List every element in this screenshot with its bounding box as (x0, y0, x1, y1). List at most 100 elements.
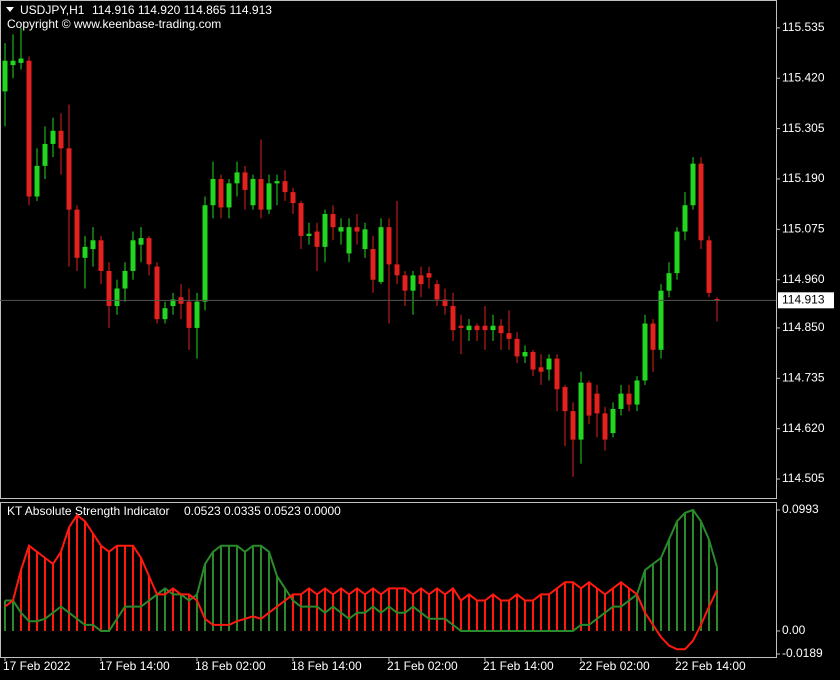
price-panel-frame (0, 0, 777, 499)
y-tick-label: 114.505 (782, 471, 825, 485)
candle-body (474, 325, 480, 331)
candle-body (514, 338, 520, 357)
y-tick-label: 115.420 (782, 70, 825, 84)
histogram-bar (164, 588, 166, 631)
candle-body (58, 130, 64, 149)
x-tick-label: 21 Feb 14:00 (483, 659, 554, 673)
indicator-title: KT Absolute Strength Indicator (7, 504, 170, 518)
y-tick-label: 114.850 (782, 320, 825, 334)
histogram-bar (436, 588, 438, 631)
candle-body (170, 299, 176, 307)
histogram-bar (316, 594, 318, 631)
candle-body (434, 284, 440, 300)
candle-body (346, 227, 352, 254)
histogram-bar (268, 551, 270, 631)
candle-body (586, 382, 592, 416)
histogram-bar (340, 588, 342, 631)
candle-body (34, 165, 40, 197)
histogram-bar (212, 551, 214, 631)
histogram-bar (228, 545, 230, 631)
candle-body (162, 308, 168, 320)
histogram-bar (676, 521, 678, 631)
candle-body (194, 301, 200, 328)
x-tick-label: 18 Feb 14:00 (291, 659, 362, 673)
histogram-bar (284, 588, 286, 631)
candle-body (370, 249, 376, 280)
candle-body (410, 275, 416, 291)
candle-body (322, 214, 328, 247)
histogram-bar (172, 588, 174, 631)
histogram-bar (444, 594, 446, 631)
candle-body (138, 238, 144, 245)
histogram-bar (420, 588, 422, 631)
candle-body (146, 238, 152, 265)
y-tick-label: 0.00 (782, 623, 806, 637)
histogram-bar (628, 588, 630, 631)
copyright: Copyright © www.keenbase-trading.com (7, 17, 221, 31)
candle-body (50, 130, 56, 144)
candle-body (642, 323, 648, 381)
candle-body (602, 413, 608, 440)
candle-body (538, 367, 544, 372)
histogram-bar (700, 521, 702, 631)
candle-body (210, 178, 216, 206)
histogram-bar (500, 600, 502, 631)
candle-body (418, 275, 424, 285)
candle-body (594, 393, 600, 414)
histogram-bar (108, 551, 110, 631)
histogram-bar (652, 563, 654, 631)
candle-body (706, 240, 712, 293)
histogram-bar (116, 545, 118, 631)
x-tick-label: 17 Feb 14:00 (99, 659, 170, 673)
histogram-bar (660, 557, 662, 631)
histogram-bar (548, 594, 550, 631)
histogram-bar (44, 557, 46, 631)
histogram-bar (332, 594, 334, 631)
histogram-bar (644, 570, 646, 631)
candle-body (26, 60, 32, 197)
histogram-bar (52, 563, 54, 631)
candle-body (482, 325, 488, 331)
x-tick-label: 18 Feb 02:00 (195, 659, 266, 673)
candle-body (290, 192, 296, 204)
y-tick-label: 115.535 (782, 20, 825, 34)
candle-body (314, 231, 320, 247)
candle-body (330, 214, 336, 228)
candle-body (122, 270, 128, 289)
candle-body (242, 172, 248, 190)
candle-body (338, 227, 344, 232)
candle-body (82, 246, 88, 258)
histogram-bar (452, 588, 454, 631)
histogram-bar (372, 588, 374, 631)
candle-body (378, 227, 384, 282)
candle-body (698, 163, 704, 241)
histogram-bar (156, 594, 158, 631)
histogram-bar (92, 533, 94, 631)
histogram-bar (476, 600, 478, 631)
menu-arrow[interactable] (6, 7, 14, 12)
candle-body (258, 178, 264, 210)
candle-body (466, 325, 472, 331)
symbol-title: USDJPY,H1 (20, 3, 85, 17)
y-tick-label: 115.075 (782, 222, 825, 236)
histogram-bar (188, 594, 190, 631)
candle-body (362, 229, 368, 250)
candle-body (402, 275, 408, 291)
y-tick-label: 114.735 (782, 370, 825, 384)
histogram-bar (684, 512, 686, 631)
y-tick-label: 114.620 (782, 421, 825, 435)
histogram-bar (20, 570, 22, 631)
candle-body (74, 209, 80, 258)
candle-body (10, 60, 16, 66)
histogram-bar (180, 594, 182, 631)
candle-body (42, 143, 48, 166)
histogram-bar (356, 588, 358, 631)
candle-body (490, 325, 496, 331)
candle-body (682, 205, 688, 232)
histogram-bar (276, 576, 278, 631)
candle-body (66, 148, 72, 210)
histogram-bar (236, 545, 238, 631)
histogram-bar (84, 521, 86, 631)
candle-body (690, 163, 696, 206)
candle-body (498, 325, 504, 334)
